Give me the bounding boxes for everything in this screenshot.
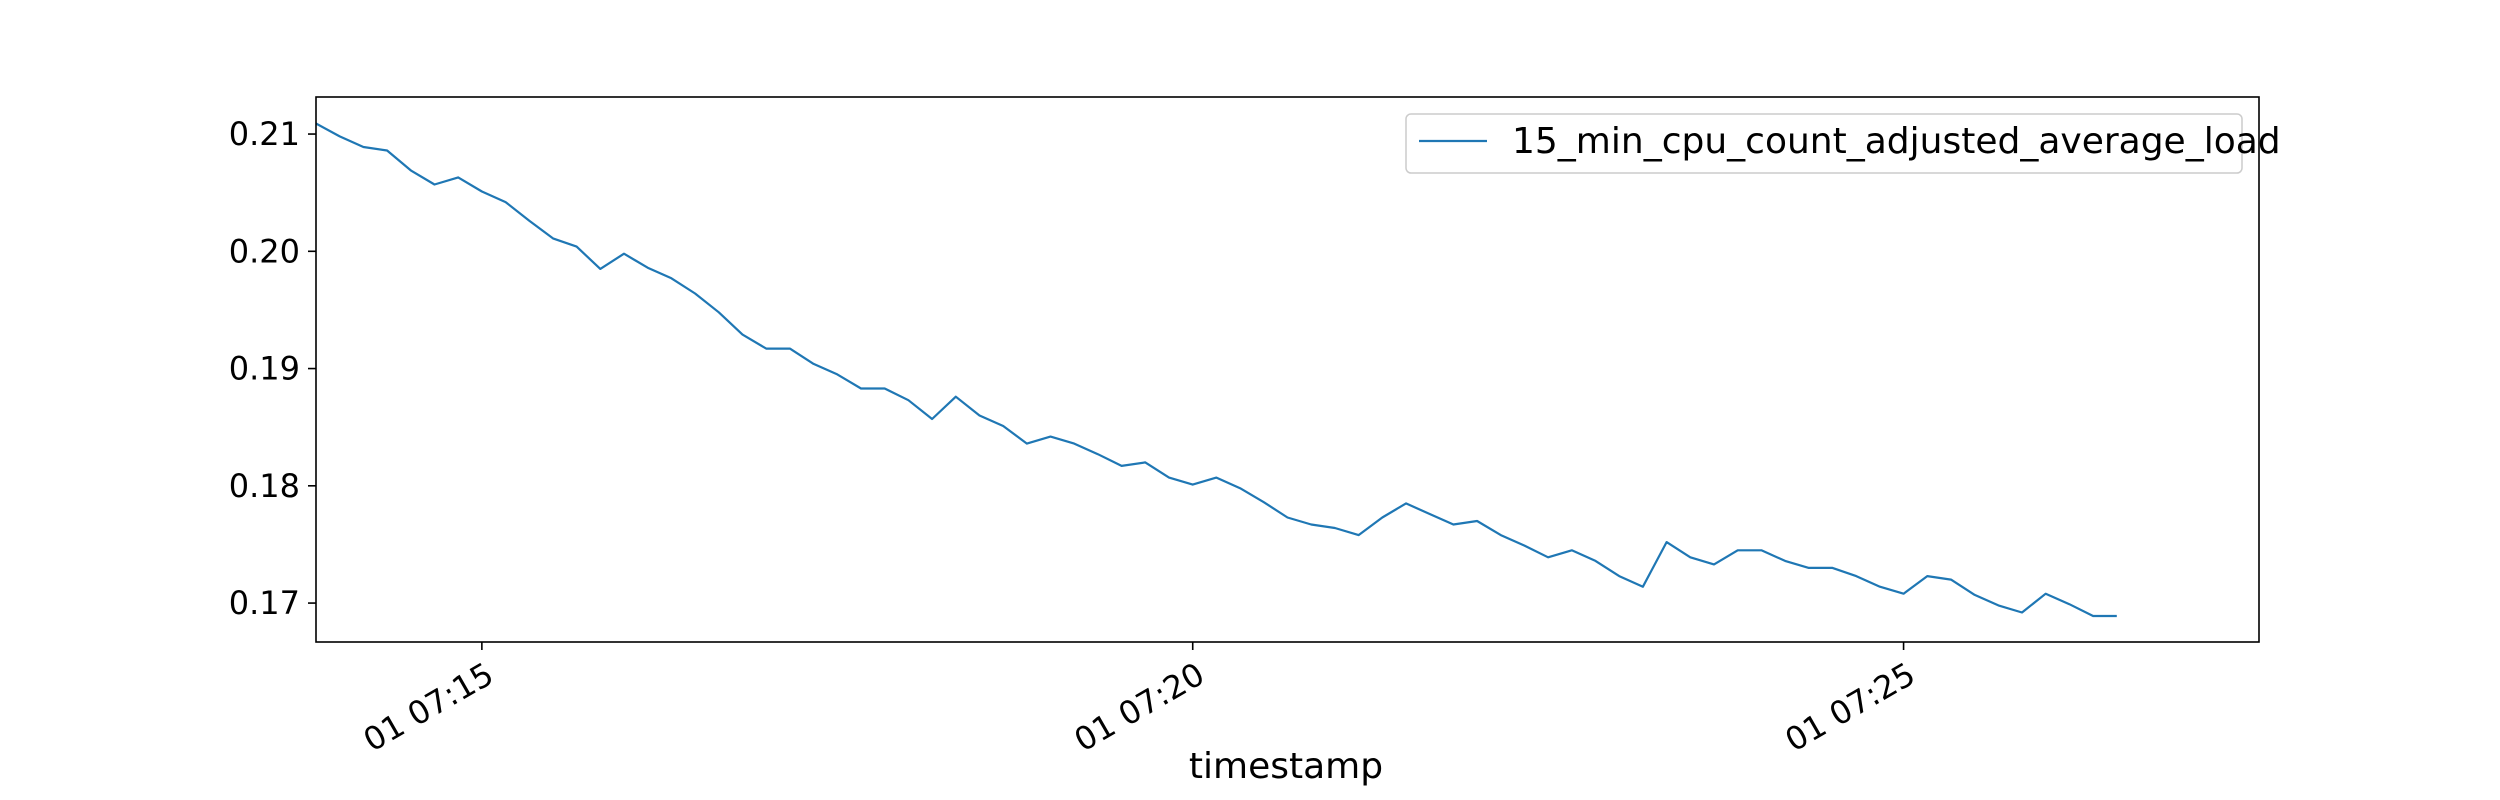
legend-series-label: 15_min_cpu_count_adjusted_average_load <box>1512 121 2281 162</box>
y-tick-label: 0.17 <box>229 584 300 622</box>
x-tick-label: 01 07:15 <box>357 655 500 759</box>
series-line <box>315 122 2117 618</box>
y-tick-label: 0.21 <box>229 115 300 153</box>
x-axis-label: timestamp <box>1189 746 1383 787</box>
x-tick-label: 01 07:25 <box>1779 655 1922 759</box>
x-tick-label: 01 07:20 <box>1068 655 1211 759</box>
legend-box <box>1405 113 2243 174</box>
plot-area <box>315 122 2117 618</box>
y-axis: 0.17 0.18 0.19 0.20 0.21 <box>229 115 316 622</box>
x-axis: 01 07:15 01 07:20 01 07:25 <box>357 642 1922 759</box>
legend: 15_min_cpu_count_adjusted_average_load <box>1405 113 2281 174</box>
y-tick-label: 0.19 <box>229 350 300 388</box>
y-tick-label: 0.20 <box>229 232 300 270</box>
y-tick-label: 0.18 <box>229 467 300 505</box>
plot-frame <box>315 96 2260 643</box>
